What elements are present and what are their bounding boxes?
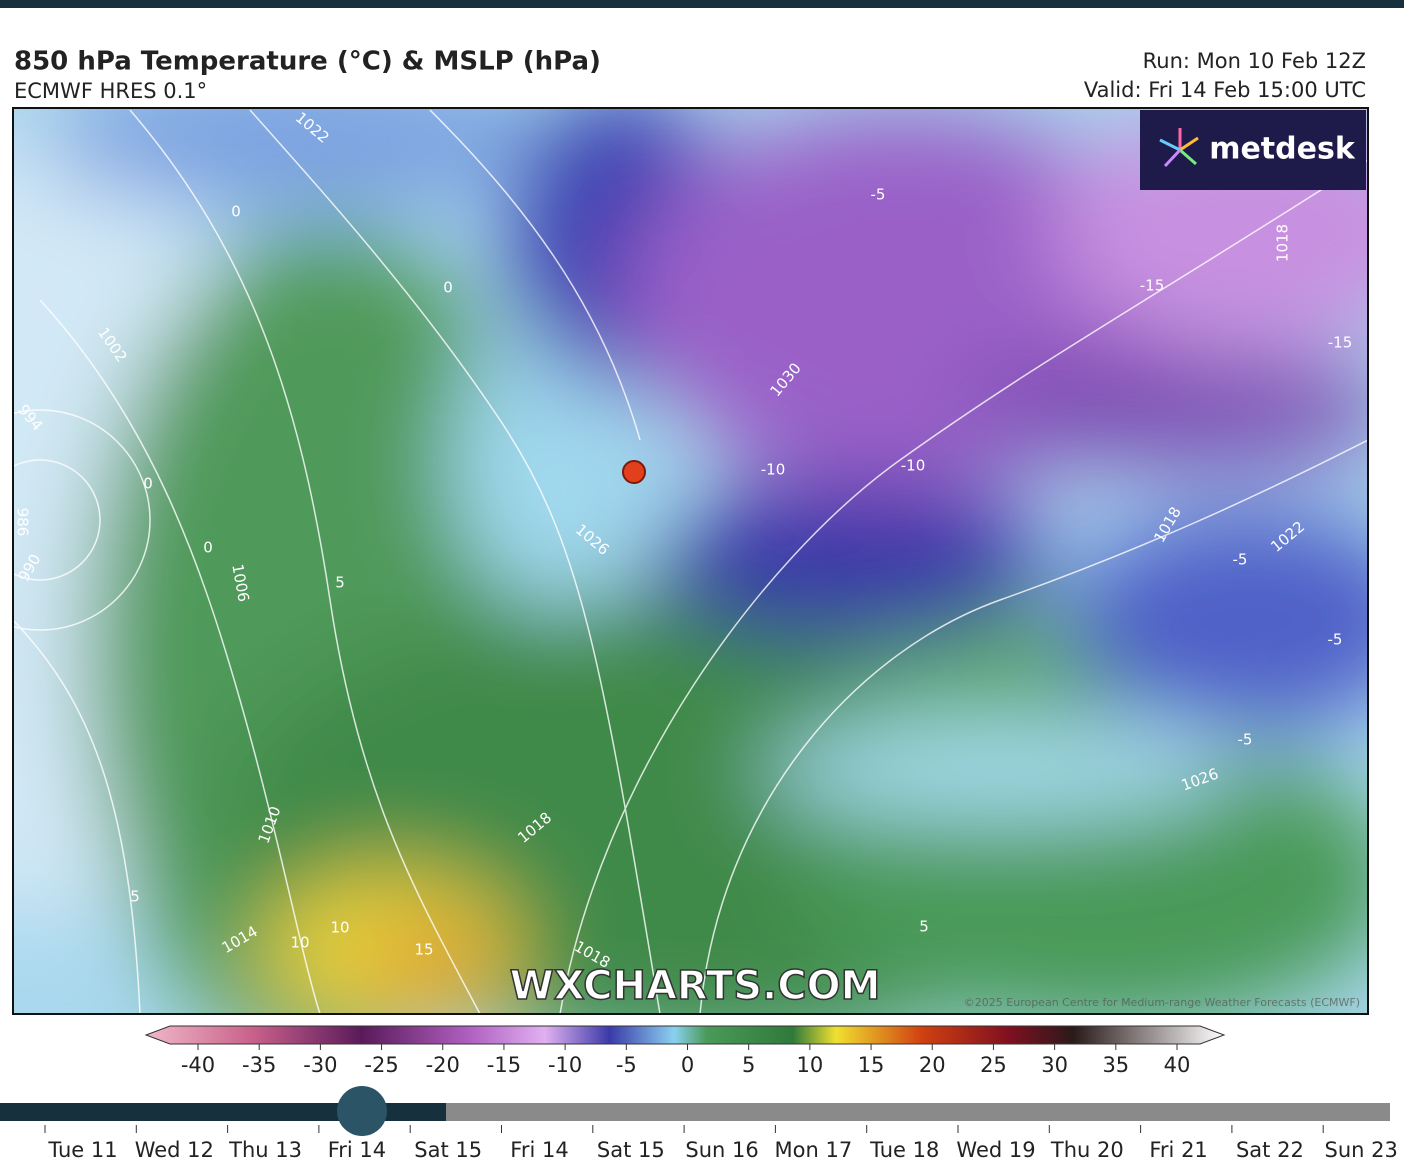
watermark: WXCHARTS.COM xyxy=(510,963,881,1009)
valid: Valid: Fri 14 Feb 15:00 UTC xyxy=(1084,78,1366,102)
contour-label: 1018 xyxy=(1274,224,1292,262)
timeline-progress xyxy=(0,1103,446,1121)
contour-label: 0 xyxy=(443,279,453,297)
contour-label: -15 xyxy=(1328,334,1353,352)
colorbar-tick-label: -35 xyxy=(242,1053,276,1077)
contour-label: -15 xyxy=(1140,277,1165,295)
contour-label: 5 xyxy=(130,888,140,906)
location-marker xyxy=(622,460,646,484)
top-bar xyxy=(0,0,1404,8)
colorbar-tick-label: 25 xyxy=(980,1053,1007,1077)
logo: metdesk xyxy=(1209,132,1356,167)
colorbar-tick-label: 15 xyxy=(858,1053,885,1077)
contour-label: 5 xyxy=(335,574,345,592)
timeline-day[interactable]: Thu 20 xyxy=(1050,1138,1124,1162)
colorbar-tick-label: -15 xyxy=(487,1053,521,1077)
colorbar-tick-label: 30 xyxy=(1041,1053,1068,1077)
contour-label: 5 xyxy=(919,918,929,936)
contour-label: 15 xyxy=(414,941,433,959)
colorbar-tick-label: -25 xyxy=(364,1053,398,1077)
timeline-day[interactable]: Fri 14 xyxy=(510,1138,568,1162)
contour-label: 0 xyxy=(143,475,153,493)
colorbar-tick-label: 5 xyxy=(742,1053,755,1077)
timeline-day[interactable]: Thu 13 xyxy=(228,1138,302,1162)
timeline-day[interactable]: Mon 17 xyxy=(775,1138,853,1162)
colorbar-tick-label: 0 xyxy=(681,1053,694,1077)
run: Run: Mon 10 Feb 12Z xyxy=(1143,49,1366,73)
timeline-thumb[interactable] xyxy=(337,1086,387,1136)
contour-label: 10 xyxy=(290,934,309,952)
contour-label: -5 xyxy=(1233,551,1248,569)
colorbar-tick-label: 35 xyxy=(1102,1053,1129,1077)
logo-mark xyxy=(1159,128,1199,168)
map-border xyxy=(12,107,1369,1015)
colorbar-tick-label: -20 xyxy=(426,1053,460,1077)
timeline-day[interactable]: Wed 19 xyxy=(956,1138,1035,1162)
contour-label: 986 xyxy=(14,508,32,537)
contour-label: -5 xyxy=(1328,631,1343,649)
contour-label: -5 xyxy=(1238,731,1253,749)
colorbar-tick-label: -5 xyxy=(616,1053,637,1077)
copyright: ©2025 European Centre for Medium-range W… xyxy=(964,996,1360,1009)
timeline-day[interactable]: Sun 23 xyxy=(1325,1138,1398,1162)
contour-label: -10 xyxy=(901,457,926,475)
colorbar-tick-label: -10 xyxy=(548,1053,582,1077)
contour-label: 0 xyxy=(231,203,241,221)
colorbar-tick-label: -30 xyxy=(303,1053,337,1077)
colorbar-tick-label: -40 xyxy=(181,1053,215,1077)
timeline-day[interactable]: Fri 21 xyxy=(1149,1138,1207,1162)
contour-label: -5 xyxy=(871,186,886,204)
colorbar-tick-label: 40 xyxy=(1164,1053,1191,1077)
colorbar-tick-label: 20 xyxy=(919,1053,946,1077)
timeline-day[interactable]: Tue 11 xyxy=(47,1138,117,1162)
colorbar xyxy=(144,1025,1226,1045)
timeline-day[interactable]: Sat 22 xyxy=(1236,1138,1304,1162)
contour-label: 10 xyxy=(330,919,349,937)
timeline-day[interactable]: Sun 16 xyxy=(685,1138,758,1162)
contour-label: 0 xyxy=(203,539,213,557)
colorbar-tick-label: 10 xyxy=(797,1053,824,1077)
title: 850 hPa Temperature (°C) & MSLP (hPa) xyxy=(14,47,601,77)
timeline-day[interactable]: Wed 12 xyxy=(135,1138,214,1162)
timeline-day[interactable]: Fri 14 xyxy=(328,1138,386,1162)
timeline-day[interactable]: Sat 15 xyxy=(414,1138,482,1162)
timeline-day[interactable]: Tue 18 xyxy=(869,1138,939,1162)
contour-label: -10 xyxy=(761,461,786,479)
timeline-day[interactable]: Sat 15 xyxy=(597,1138,665,1162)
model: ECMWF HRES 0.1° xyxy=(14,79,207,103)
